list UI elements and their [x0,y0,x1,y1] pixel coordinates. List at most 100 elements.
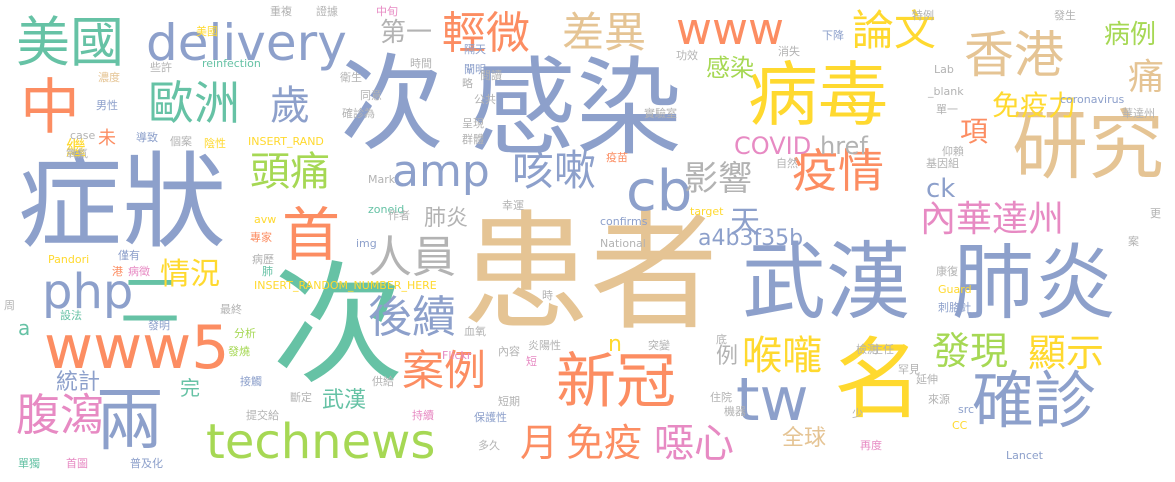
word-cloud-term: src [958,403,975,416]
word-cloud-term: 差異 [562,8,647,57]
word-cloud-term: 少 [852,407,863,420]
word-cloud-term: 呈現 [462,117,484,130]
word-cloud-term: 顯示 [1028,331,1105,375]
word-cloud-term: 幸運 [502,199,524,212]
word-cloud-term: Lab [934,63,954,76]
word-cloud-term: 新冠 [556,347,676,417]
word-cloud-term: 氧氣 [66,147,88,160]
word-cloud-term: 多久 [478,439,500,452]
word-cloud-term: 專家 [250,231,272,244]
word-cloud-term: 二 [120,267,180,337]
word-cloud-term: 病例 [1104,20,1157,50]
word-cloud-term: 肺炎 [952,236,1117,331]
word-cloud-term: 兩 [96,382,165,461]
word-cloud-term: case [70,129,96,142]
word-cloud-term: 消失 [778,45,800,58]
word-cloud-term: 陰性 [204,137,226,150]
word-cloud-term: 繼 [66,136,86,160]
word-cloud-term: 分析 [234,327,256,340]
word-cloud-term: 名 [834,328,923,431]
word-cloud-term: 底 [716,333,727,346]
word-cloud-term: 次 [272,249,404,403]
word-cloud-term: 例 [716,344,739,369]
word-cloud-term: 咳嗽 [512,146,597,195]
word-cloud-term: 歐洲 [148,76,240,130]
word-cloud-term: INSERT_RANDOM_NUMBER_HERE [254,279,437,292]
word-cloud-term: 感染 [706,54,754,82]
word-cloud-term: a [18,316,31,340]
word-cloud-term: 單獨 [18,457,40,470]
word-cloud-term: 免疫 [566,421,643,465]
word-cloud-term: 突變 [648,339,670,352]
word-cloud-term: 更 [1150,207,1161,220]
word-cloud-term: 案例 [402,346,487,395]
word-cloud-term: www5 [44,313,230,383]
word-cloud-term: target [690,205,724,218]
word-cloud-term: a4b3f35b [698,226,804,251]
word-cloud-term: 後續 [368,292,456,343]
word-cloud-term: delivery [146,14,347,72]
word-cloud-term: 疫苗 [606,151,628,164]
word-cloud-term: 斷定 [290,391,312,404]
word-cloud-term: avw [254,213,277,226]
word-cloud-term: coronavirus [1060,93,1125,106]
word-cloud-term: 證據 [316,5,338,18]
word-cloud-term: 衛生 [340,71,362,84]
word-cloud-term: 輕微 [442,8,530,59]
word-cloud-term: 統計 [56,370,101,395]
word-cloud-term: _blank [928,85,964,98]
word-cloud-term: img [356,237,377,250]
word-cloud-term: 血氧 [464,325,486,338]
word-cloud-term: 全球 [782,426,827,451]
word-cloud-term: 喉嚨 [742,333,822,379]
word-cloud-term: 闡明 [464,63,486,76]
word-cloud-term: n [608,332,622,357]
word-cloud-term: amp [392,146,490,197]
word-cloud-term: 肺 [262,265,273,278]
word-cloud-term: 病徵 [128,265,150,278]
word-cloud-term: 保護性 [474,411,507,424]
word-cloud-term: 美國 [16,11,124,74]
word-cloud-term: tw [736,365,809,435]
word-cloud-term: 內華達州 [920,199,1065,240]
word-cloud-term: confirms [600,215,648,228]
word-cloud-term: 時 [542,289,553,302]
word-cloud-term: 症狀 [18,141,227,263]
word-cloud-term: 短 [526,355,537,368]
word-cloud-term: 短期 [498,395,520,408]
word-cloud-term: CC [952,419,968,432]
word-cloud-term: 研究 [1012,101,1164,190]
word-cloud-term: 濃度 [98,71,120,84]
word-cloud-term: 公共 [474,93,496,106]
word-cloud-term: 美國 [196,25,218,38]
word-cloud-term: 武漢 [742,233,911,331]
word-cloud-term: cb [626,159,693,224]
word-cloud-term: Lancet [1006,449,1043,462]
word-cloud-term: 群體 [462,133,484,146]
word-cloud-term: 首圖 [66,457,88,470]
word-cloud-term: 康復 [936,265,958,278]
word-cloud-term: 中 [20,73,80,143]
word-cloud-term: 功效 [676,49,698,62]
word-cloud-term: 病歷 [252,253,274,266]
word-cloud-term: 發燒 [228,345,250,358]
word-cloud-term: ck [926,174,956,204]
word-cloud-term: 最終 [220,303,242,316]
word-cloud-term: 病毒 [748,54,888,136]
word-cloud-term: 略 [462,77,473,90]
word-cloud-term: 男性 [96,99,118,112]
word-cloud-term: Pandori [48,253,90,266]
word-cloud-term: 閱讀 [480,69,502,82]
word-cloud-term: 重複 [270,5,292,18]
word-cloud-term: 再度 [860,439,882,452]
word-cloud-term: 來源 [928,393,950,406]
word-cloud-term: 僅有 [118,249,140,262]
word-cloud-term: 仰賴 [942,145,964,158]
word-cloud-term: 持續 [412,409,434,422]
word-cloud-term: 歲 [270,83,310,129]
word-cloud-term: 接觸 [240,375,262,388]
word-cloud-term: 發生 [1054,9,1076,22]
word-cloud-term: 發現 [932,329,1009,373]
word-cloud-term: 次 [340,43,445,165]
word-cloud-term: 情況 [160,257,220,292]
